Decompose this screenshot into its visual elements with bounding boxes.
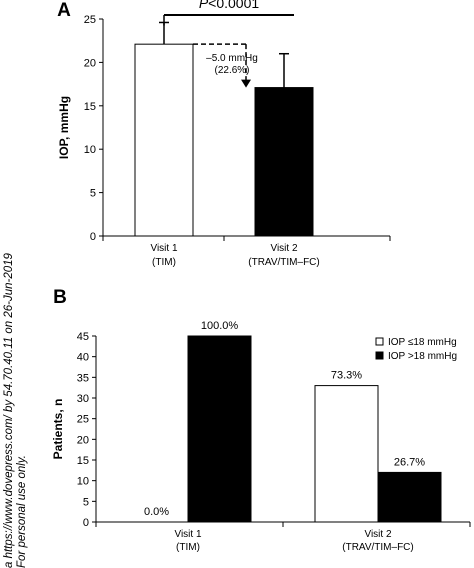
- y-axis-label-b: Patients, n: [51, 399, 65, 460]
- y-tick-label-a: 20: [84, 57, 96, 69]
- y-tick-label-b: 10: [77, 476, 89, 488]
- bar-b: [377, 471, 442, 523]
- y-tick-label-a: 10: [84, 144, 96, 156]
- y-tick-label-b: 5: [83, 496, 89, 508]
- bar-a: [134, 43, 194, 237]
- data-label-b: 100.0%: [201, 320, 239, 332]
- y-tick-label-b: 45: [77, 331, 89, 343]
- y-axis-label-a: IOP, mmHg: [57, 96, 71, 159]
- watermark-line-2: For personal use only.: [16, 455, 28, 568]
- y-tick-label-b: 15: [77, 455, 89, 467]
- panel-label-a: A: [57, 0, 71, 21]
- panel-label-b: B: [53, 287, 67, 308]
- legend-swatch: [375, 351, 384, 360]
- bar-b: [314, 385, 379, 523]
- bar-a: [254, 87, 314, 237]
- data-label-b: 73.3%: [331, 370, 362, 382]
- x-tick-label-b: Visit 1: [174, 529, 201, 540]
- difference-label-mmhg: –5.0 mmHg: [206, 53, 258, 64]
- y-tick-label-a: 5: [90, 188, 96, 200]
- data-label-b: 26.7%: [394, 456, 425, 468]
- watermark: a https://www.dovepress.com/ by 54.70.40…: [3, 253, 29, 568]
- y-tick-label-b: 40: [77, 352, 89, 364]
- legend-label: IOP ≤18 mmHg: [388, 337, 457, 348]
- y-tick-label-b: 30: [77, 393, 89, 405]
- y-tick-label-b: 25: [77, 414, 89, 426]
- bar-b: [187, 335, 252, 523]
- y-tick-label-a: 0: [90, 231, 96, 243]
- x-tick-label-a: Visit 2: [270, 243, 297, 254]
- x-tick-label-a: (TIM): [152, 257, 176, 268]
- x-tick-label-b: Visit 2: [364, 529, 391, 540]
- difference-arrowhead: [241, 79, 251, 88]
- x-tick-label-a: Visit 1: [150, 243, 177, 254]
- x-tick-label-b: (TRAV/TIM–FC): [342, 542, 413, 553]
- p-value-label: P<0.0001: [199, 0, 260, 11]
- legend-swatch: [375, 337, 384, 346]
- watermark-line-1: a https://www.dovepress.com/ by 54.70.40…: [3, 253, 15, 568]
- x-tick-label-b: (TIM): [176, 542, 200, 553]
- data-label-b: 0.0%: [144, 506, 169, 518]
- x-tick-label-a: (TRAV/TIM–FC): [248, 257, 319, 268]
- y-tick-label-a: 15: [84, 101, 96, 113]
- y-tick-label-b: 0: [83, 517, 89, 529]
- legend-label: IOP >18 mmHg: [388, 351, 457, 362]
- difference-label-percent: (22.6%): [214, 65, 249, 76]
- y-tick-label-a: 25: [84, 14, 96, 26]
- y-tick-label-b: 35: [77, 372, 89, 384]
- y-tick-label-b: 20: [77, 434, 89, 446]
